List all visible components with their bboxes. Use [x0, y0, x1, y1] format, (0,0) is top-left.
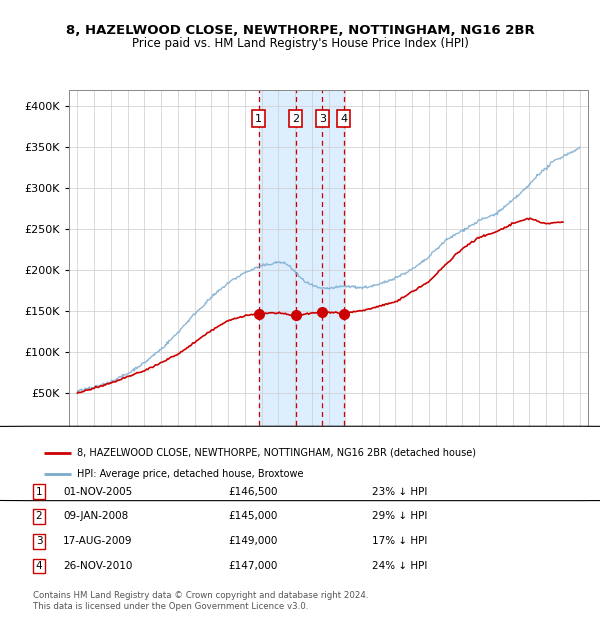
Text: 24% ↓ HPI: 24% ↓ HPI: [372, 561, 427, 571]
Text: 17-AUG-2009: 17-AUG-2009: [63, 536, 133, 546]
Text: £145,000: £145,000: [228, 512, 277, 521]
Text: 01-NOV-2005: 01-NOV-2005: [63, 487, 132, 497]
Text: 17% ↓ HPI: 17% ↓ HPI: [372, 536, 427, 546]
Text: 26-NOV-2010: 26-NOV-2010: [63, 561, 133, 571]
Text: Contains HM Land Registry data © Crown copyright and database right 2024.: Contains HM Land Registry data © Crown c…: [33, 591, 368, 600]
Text: £147,000: £147,000: [228, 561, 277, 571]
Text: 8, HAZELWOOD CLOSE, NEWTHORPE, NOTTINGHAM, NG16 2BR: 8, HAZELWOOD CLOSE, NEWTHORPE, NOTTINGHA…: [65, 24, 535, 37]
Text: 8, HAZELWOOD CLOSE, NEWTHORPE, NOTTINGHAM, NG16 2BR (detached house): 8, HAZELWOOD CLOSE, NEWTHORPE, NOTTINGHA…: [77, 448, 476, 458]
Text: 29% ↓ HPI: 29% ↓ HPI: [372, 512, 427, 521]
Text: 3: 3: [35, 536, 43, 546]
Text: 2: 2: [292, 113, 299, 123]
Text: 3: 3: [319, 113, 326, 123]
Text: 2: 2: [35, 512, 43, 521]
Text: 4: 4: [35, 561, 43, 571]
Text: £146,500: £146,500: [228, 487, 277, 497]
Text: 23% ↓ HPI: 23% ↓ HPI: [372, 487, 427, 497]
Text: 1: 1: [255, 113, 262, 123]
Text: HPI: Average price, detached house, Broxtowe: HPI: Average price, detached house, Brox…: [77, 469, 304, 479]
Bar: [259, 90, 344, 434]
Text: 09-JAN-2008: 09-JAN-2008: [63, 512, 128, 521]
Text: Price paid vs. HM Land Registry's House Price Index (HPI): Price paid vs. HM Land Registry's House …: [131, 37, 469, 50]
Text: 1: 1: [35, 487, 43, 497]
Text: £149,000: £149,000: [228, 536, 277, 546]
FancyBboxPatch shape: [0, 427, 600, 501]
Text: 4: 4: [340, 113, 347, 123]
Text: This data is licensed under the Open Government Licence v3.0.: This data is licensed under the Open Gov…: [33, 602, 308, 611]
